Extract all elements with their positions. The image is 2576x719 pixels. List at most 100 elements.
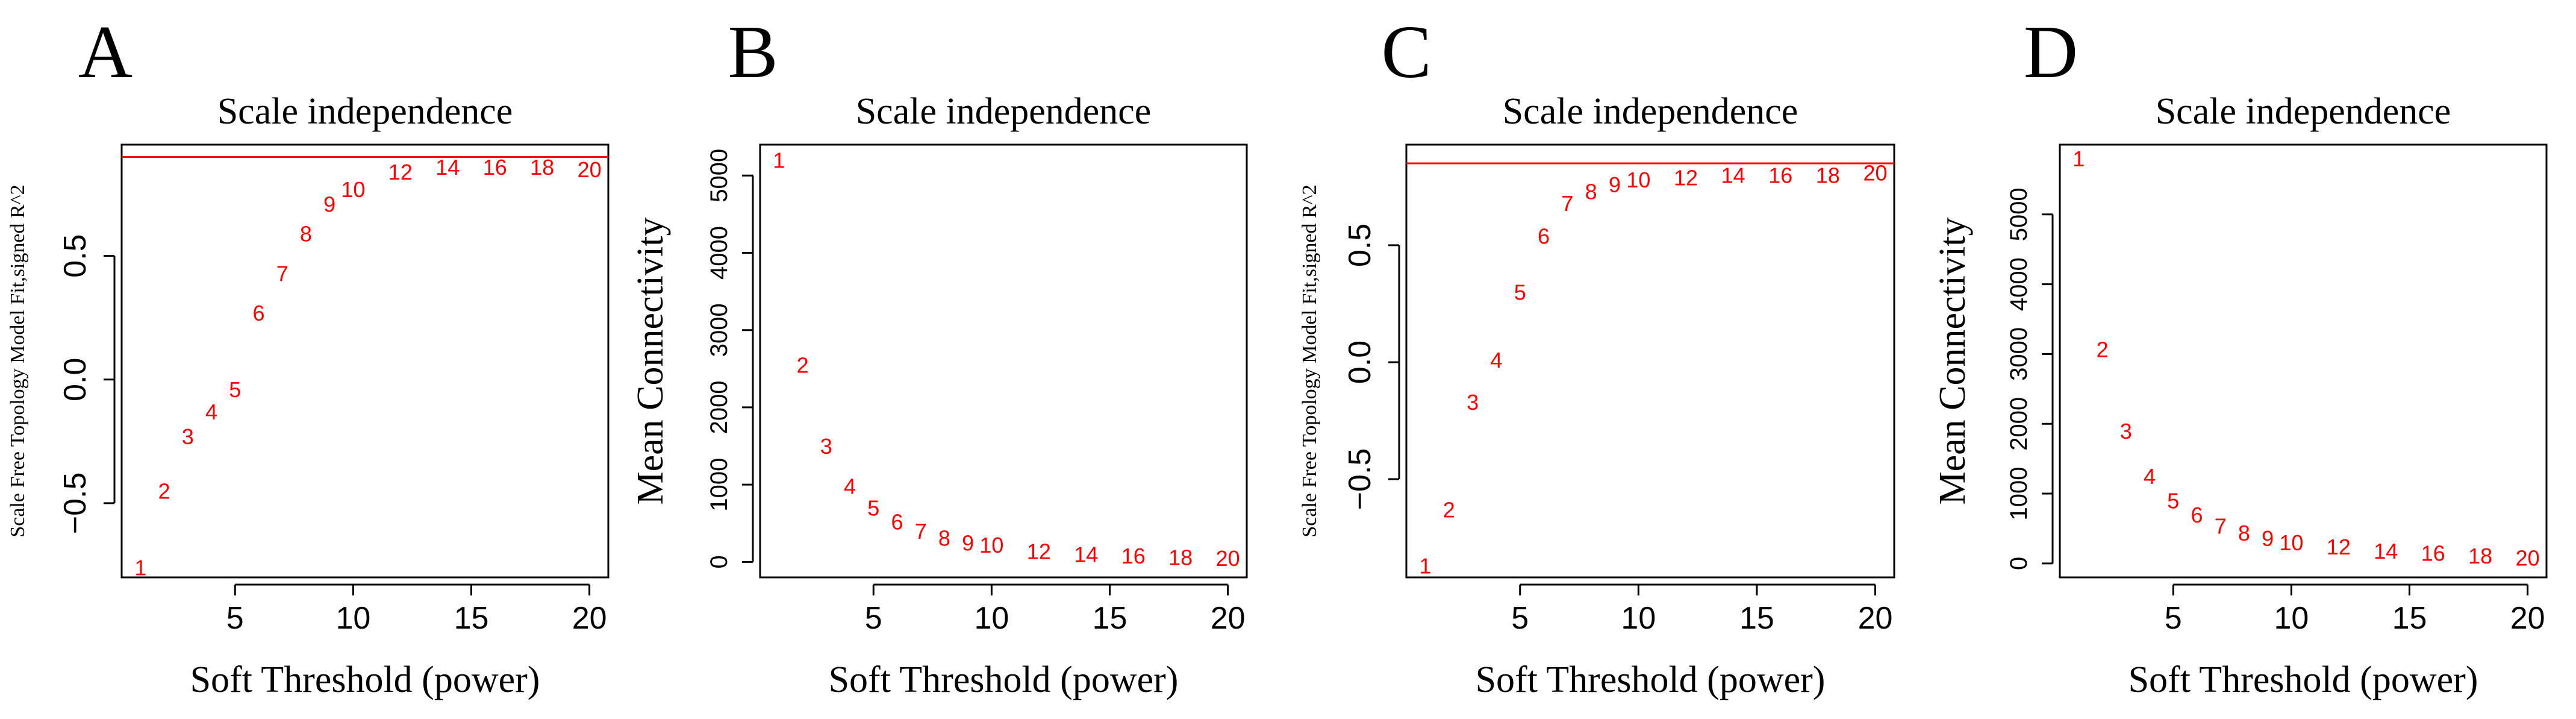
data-point-label: 3 (1467, 390, 1479, 415)
data-point-label: 1 (773, 148, 785, 173)
plot-frame (759, 143, 1248, 579)
data-point-label: 10 (979, 533, 1003, 557)
data-point-label: 5 (229, 377, 241, 402)
y-tick-label: 0 (706, 555, 732, 568)
chart-title: Scale independence (856, 91, 1152, 132)
data-point-label: 7 (276, 261, 288, 286)
data-point-label: 4 (205, 400, 217, 424)
y-tick-label: 0.0 (58, 358, 93, 401)
data-point-label: 4 (1490, 348, 1502, 372)
y-axis-label: Mean Connectivity (1932, 218, 1973, 505)
y-tick-label: −0.5 (58, 473, 93, 535)
x-tick-label: 5 (2165, 601, 2182, 636)
x-tick-label: 20 (572, 601, 607, 636)
x-tick-label: 5 (226, 601, 244, 636)
data-point-label: 9 (1609, 172, 1621, 197)
data-point-label: 20 (578, 157, 602, 182)
panel-letter: B (728, 11, 778, 94)
data-point-label: 6 (891, 510, 903, 535)
x-axis-label: Soft Threshold (power) (829, 659, 1179, 700)
data-point-label: 7 (2215, 513, 2227, 538)
data-point-label: 20 (1863, 161, 1888, 186)
data-point-label: 3 (2120, 419, 2132, 444)
x-tick-label: 20 (1211, 601, 1246, 636)
x-tick-label: 10 (974, 601, 1009, 636)
y-tick-label: 0.5 (1343, 224, 1377, 267)
x-axis-label: Soft Threshold (power) (2128, 659, 2478, 700)
data-point-label: 5 (1514, 280, 1526, 305)
data-point-label: 18 (2468, 544, 2492, 568)
x-tick-label: 10 (335, 601, 370, 636)
data-point-label: 14 (1074, 542, 1098, 567)
y-axis-label: Scale Free Topology Model Fit,signed R^2 (1299, 184, 1321, 537)
x-tick-label: 20 (1858, 601, 1893, 636)
y-tick-label: −0.5 (1343, 448, 1377, 510)
panel-letter: D (2024, 11, 2078, 94)
data-point-label: 3 (182, 424, 194, 449)
x-tick-label: 15 (1739, 601, 1774, 636)
data-point-label: 4 (2144, 464, 2156, 489)
data-point-label: 18 (1168, 545, 1193, 570)
data-point-label: 8 (1585, 180, 1597, 204)
plot-frame (2059, 143, 2548, 579)
x-tick-label: 10 (2274, 601, 2309, 636)
y-tick-label: 3000 (2006, 327, 2032, 381)
y-tick-label: 1000 (2006, 467, 2032, 521)
data-point-label: 18 (530, 155, 554, 180)
data-point-label: 2 (158, 479, 170, 503)
data-point-label: 14 (2374, 539, 2398, 564)
data-point-label: 1 (134, 556, 146, 580)
data-point-label: 6 (2191, 503, 2203, 527)
y-tick-label: 4000 (706, 226, 732, 280)
data-point-label: 10 (1626, 168, 1650, 192)
y-tick-label: 0.0 (1343, 341, 1377, 384)
chart-title: Scale independence (1503, 91, 1798, 132)
plot-frame (120, 143, 610, 579)
data-point-label: 2 (797, 353, 809, 377)
data-point-label: 8 (300, 222, 312, 246)
y-tick-label: 4000 (2006, 257, 2032, 311)
y-tick-label: 5000 (706, 149, 732, 203)
data-point-label: 16 (483, 155, 507, 180)
data-point-label: 9 (962, 530, 974, 555)
data-point-label: 14 (435, 155, 460, 180)
data-point-label: 20 (2516, 546, 2540, 571)
y-axis-label: Mean Connectivity (630, 218, 671, 505)
y-tick-label: 5000 (2006, 187, 2032, 241)
data-point-label: 12 (388, 160, 413, 184)
data-point-label: 14 (1721, 163, 1745, 187)
data-point-label: 6 (1538, 224, 1550, 248)
panel-letter: A (78, 11, 133, 94)
data-point-label: 7 (1561, 191, 1573, 216)
data-point-label: 9 (2262, 526, 2274, 551)
panel-letter: C (1381, 11, 1431, 94)
data-point-label: 12 (1674, 165, 1698, 190)
data-point-label: 10 (341, 177, 365, 202)
y-tick-label: 2000 (706, 380, 732, 434)
plot-frame (1405, 143, 1895, 579)
data-point-label: 16 (2421, 541, 2445, 565)
chart-title: Scale independence (2156, 91, 2451, 132)
data-point-label: 6 (252, 301, 264, 325)
y-axis-label: Scale Free Topology Model Fit,signed R^2 (7, 184, 29, 537)
x-axis-label: Soft Threshold (power) (1476, 659, 1826, 700)
data-point-label: 1 (1419, 554, 1431, 579)
data-point-label: 16 (1768, 163, 1792, 187)
x-tick-label: 15 (2392, 601, 2427, 636)
data-point-label: 5 (867, 496, 879, 521)
data-point-label: 12 (2327, 535, 2351, 559)
y-tick-label: 0 (2006, 557, 2032, 570)
data-point-label: 5 (2167, 489, 2179, 513)
x-tick-label: 5 (865, 601, 882, 636)
x-tick-label: 10 (1621, 601, 1656, 636)
data-point-label: 2 (1443, 497, 1455, 522)
data-point-label: 8 (938, 526, 950, 551)
x-tick-label: 5 (1511, 601, 1529, 636)
data-point-label: 4 (844, 474, 856, 499)
data-point-label: 7 (915, 519, 927, 544)
x-axis-label: Soft Threshold (power) (190, 659, 540, 700)
data-point-label: 1 (2072, 146, 2085, 171)
